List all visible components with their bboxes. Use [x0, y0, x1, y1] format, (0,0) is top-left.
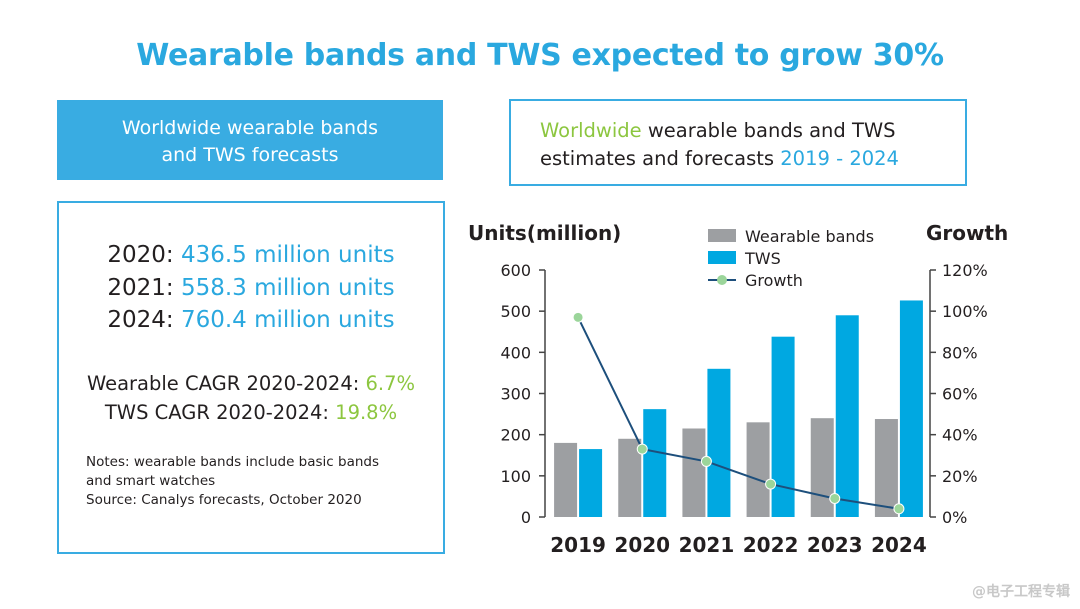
- legend-growth-marker: [717, 275, 727, 285]
- bar-tws: [899, 300, 923, 517]
- chart-header-worldwide: Worldwide: [540, 119, 642, 142]
- bar-tws: [771, 336, 795, 517]
- bar-wearable-bands: [810, 418, 834, 517]
- y2-tick-label: 100%: [942, 302, 988, 321]
- watermark: @电子工程专辑: [972, 584, 1070, 600]
- bar-wearable-bands: [874, 419, 898, 517]
- y-tick-label: 300: [500, 385, 531, 404]
- cagr-row: Wearable CAGR 2020-2024: 6.7%: [59, 369, 443, 398]
- cagr-value: 6.7%: [365, 372, 416, 395]
- growth-point: [636, 443, 648, 455]
- legend-tws-swatch: [708, 251, 736, 264]
- x-tick-label: 2023: [807, 533, 863, 557]
- bar-wearable-bands: [746, 422, 770, 517]
- y2-tick-label: 0%: [942, 508, 967, 527]
- y-tick-label: 100: [500, 467, 531, 486]
- x-tick-label: 2019: [550, 533, 606, 557]
- legend-growth-label: Growth: [745, 271, 803, 290]
- stat-row: 2024: 760.4 million units: [59, 304, 443, 337]
- x-tick-label: 2021: [679, 533, 735, 557]
- cagr-value: 19.8%: [335, 401, 398, 424]
- cagr-label: TWS CAGR 2020-2024:: [104, 401, 336, 424]
- x-tick-label: 2022: [743, 533, 799, 557]
- bar-tws: [643, 409, 667, 517]
- growth-line: [577, 316, 900, 510]
- stat-value: 760.4 million units: [180, 307, 395, 333]
- y2-tick-label: 80%: [942, 343, 978, 362]
- chart-header-line1: Worldwide wearable bands and TWS: [540, 117, 965, 145]
- growth-point: [765, 478, 777, 490]
- bar-tws: [835, 315, 859, 517]
- y-tick-label: 0: [521, 508, 531, 527]
- forecast-header-line2: and TWS forecasts: [161, 144, 339, 166]
- y2-tick-label: 120%: [942, 261, 988, 280]
- bar-wearable-bands: [618, 438, 642, 517]
- bar-tws: [707, 368, 731, 517]
- bar-wearable-bands: [554, 442, 578, 517]
- cagr-stats: Wearable CAGR 2020-2024: 6.7% TWS CAGR 2…: [59, 369, 443, 427]
- forecast-header-box: Worldwide wearable bands and TWS forecas…: [57, 100, 443, 180]
- chart-header-years: 2019 - 2024: [780, 147, 899, 170]
- chart-header-estimates: estimates and forecasts: [540, 147, 781, 170]
- notes-line: Notes: wearable bands include basic band…: [86, 454, 380, 470]
- legend-wearable-label: Wearable bands: [745, 227, 874, 246]
- y-tick-label: 600: [500, 261, 531, 280]
- chart-header-box: Worldwide wearable bands and TWS estimat…: [509, 99, 967, 186]
- y2-tick-label: 20%: [942, 467, 978, 486]
- x-tick-label: 2024: [871, 533, 927, 557]
- notes-line: and smart watches: [86, 473, 216, 489]
- y-tick-label: 400: [500, 343, 531, 362]
- y2-tick-label: 40%: [942, 426, 978, 445]
- stat-year: 2020:: [107, 242, 181, 268]
- stat-year: 2021:: [107, 274, 181, 301]
- forecast-header-line1: Worldwide wearable bands: [121, 117, 379, 139]
- page-title: Wearable bands and TWS expected to grow …: [136, 38, 944, 73]
- stat-row: 2021: 558.3 million units: [59, 272, 443, 305]
- stat-value: 436.5 million units: [180, 242, 395, 268]
- chart-header-subject: wearable bands and TWS: [641, 119, 896, 142]
- cagr-label: Wearable CAGR 2020-2024:: [86, 372, 366, 395]
- y-tick-label: 200: [500, 426, 531, 445]
- bar-wearable-bands: [682, 428, 706, 517]
- y2-tick-label: 60%: [942, 385, 978, 404]
- x-tick-label: 2020: [614, 533, 670, 557]
- source-line: Source: Canalys forecasts, October 2020: [86, 492, 362, 508]
- y-axis-label: Units(million): [468, 221, 621, 245]
- chart-legend: Wearable bands TWS Growth: [708, 227, 874, 290]
- growth-point: [829, 492, 841, 504]
- growth-point: [700, 455, 712, 467]
- stat-row: 2020: 436.5 million units: [59, 239, 443, 272]
- bar-tws: [579, 449, 603, 517]
- growth-point: [893, 503, 905, 515]
- cagr-row: TWS CAGR 2020-2024: 19.8%: [59, 398, 443, 427]
- unit-stats: 2020: 436.5 million units 2021: 558.3 mi…: [59, 239, 443, 337]
- growth-point: [572, 311, 584, 323]
- y2-axis-label: Growth: [926, 221, 1008, 245]
- chart-header-line2: estimates and forecasts 2019 - 2024: [540, 145, 965, 173]
- notes-block: Notes: wearable bands include basic band…: [86, 453, 426, 510]
- forecast-stats-box: 2020: 436.5 million units 2021: 558.3 mi…: [57, 201, 445, 554]
- stat-year: 2024:: [107, 307, 181, 333]
- legend-tws-label: TWS: [744, 249, 781, 268]
- y-tick-label: 500: [500, 302, 531, 321]
- legend-wearable-swatch: [708, 229, 736, 242]
- stat-value: 558.3 million units: [180, 274, 395, 301]
